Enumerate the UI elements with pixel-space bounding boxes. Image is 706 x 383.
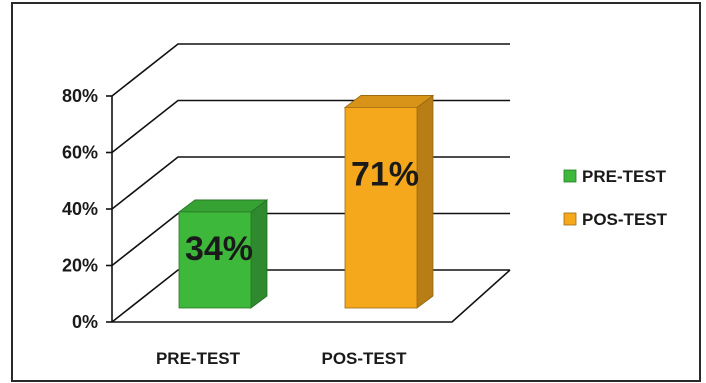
bar-front-face [178, 211, 252, 309]
legend-item: POS-TEST [563, 210, 668, 229]
legend-swatch [563, 212, 577, 226]
bar-front-face [344, 107, 418, 309]
legend-item: PRE-TEST [563, 167, 667, 186]
bar-side-face [416, 94, 434, 309]
gridline [111, 43, 510, 97]
floor-edge [112, 269, 511, 323]
gridline [111, 269, 510, 323]
data-labels: 34% 71% [185, 155, 419, 268]
bar-pos-test [343, 94, 435, 309]
x-tick-label: PRE-TEST [156, 349, 241, 368]
gridline [111, 156, 510, 210]
x-tick-label: POS-TEST [321, 349, 407, 368]
legend: PRE-TEST POS-TEST [563, 167, 668, 229]
gridline [111, 99, 510, 154]
gridlines [111, 43, 511, 323]
y-tick-label: 20% [62, 256, 98, 276]
y-tick-label: 60% [62, 143, 98, 163]
x-axis: PRE-TEST POS-TEST [156, 349, 407, 368]
gridline [111, 212, 510, 267]
bar-side-face [250, 199, 268, 309]
y-tick-label: 40% [62, 199, 98, 219]
y-tick-label: 0% [72, 312, 98, 332]
bar-pre-test [177, 199, 269, 309]
data-label: 71% [351, 155, 419, 193]
legend-label: POS-TEST [582, 210, 668, 229]
y-tick-label: 80% [62, 86, 98, 106]
bars [177, 94, 435, 309]
legend-swatch [563, 169, 577, 183]
legend-label: PRE-TEST [582, 167, 667, 186]
bar-top-face [343, 95, 435, 108]
bar-top-face [177, 199, 269, 213]
y-axis: 0% 20% 40% 60% 80% [62, 86, 113, 332]
data-label: 34% [185, 230, 253, 268]
chart-border [11, 2, 701, 382]
